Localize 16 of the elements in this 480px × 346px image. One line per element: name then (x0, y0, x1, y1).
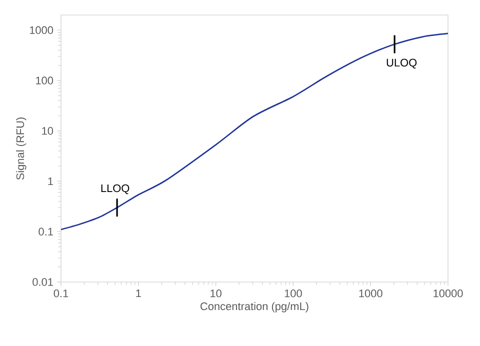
x-tick-label: 100 (284, 290, 302, 298)
x-tick-label: 10 (210, 290, 222, 298)
y-axis-title: Signal (RFU) (16, 118, 26, 180)
y-tick-label: 10 (42, 127, 54, 135)
annotation: LLOQ (101, 184, 130, 194)
annotation: ULOQ (386, 58, 417, 68)
x-axis-title: Concentration (pg/mL) (200, 302, 308, 312)
y-tick-label: 100 (36, 76, 54, 84)
x-tick-label: 1000 (359, 290, 382, 298)
y-tick-label: 0.1 (38, 228, 53, 236)
x-tick-label: 10000 (434, 290, 463, 298)
y-tick-label: 0.01 (32, 278, 53, 286)
y-tick-label: 1 (48, 178, 53, 186)
x-tick-label: 0.1 (54, 290, 68, 298)
x-tick-label: 1 (136, 290, 141, 298)
y-tick-label: 1000 (30, 26, 54, 34)
